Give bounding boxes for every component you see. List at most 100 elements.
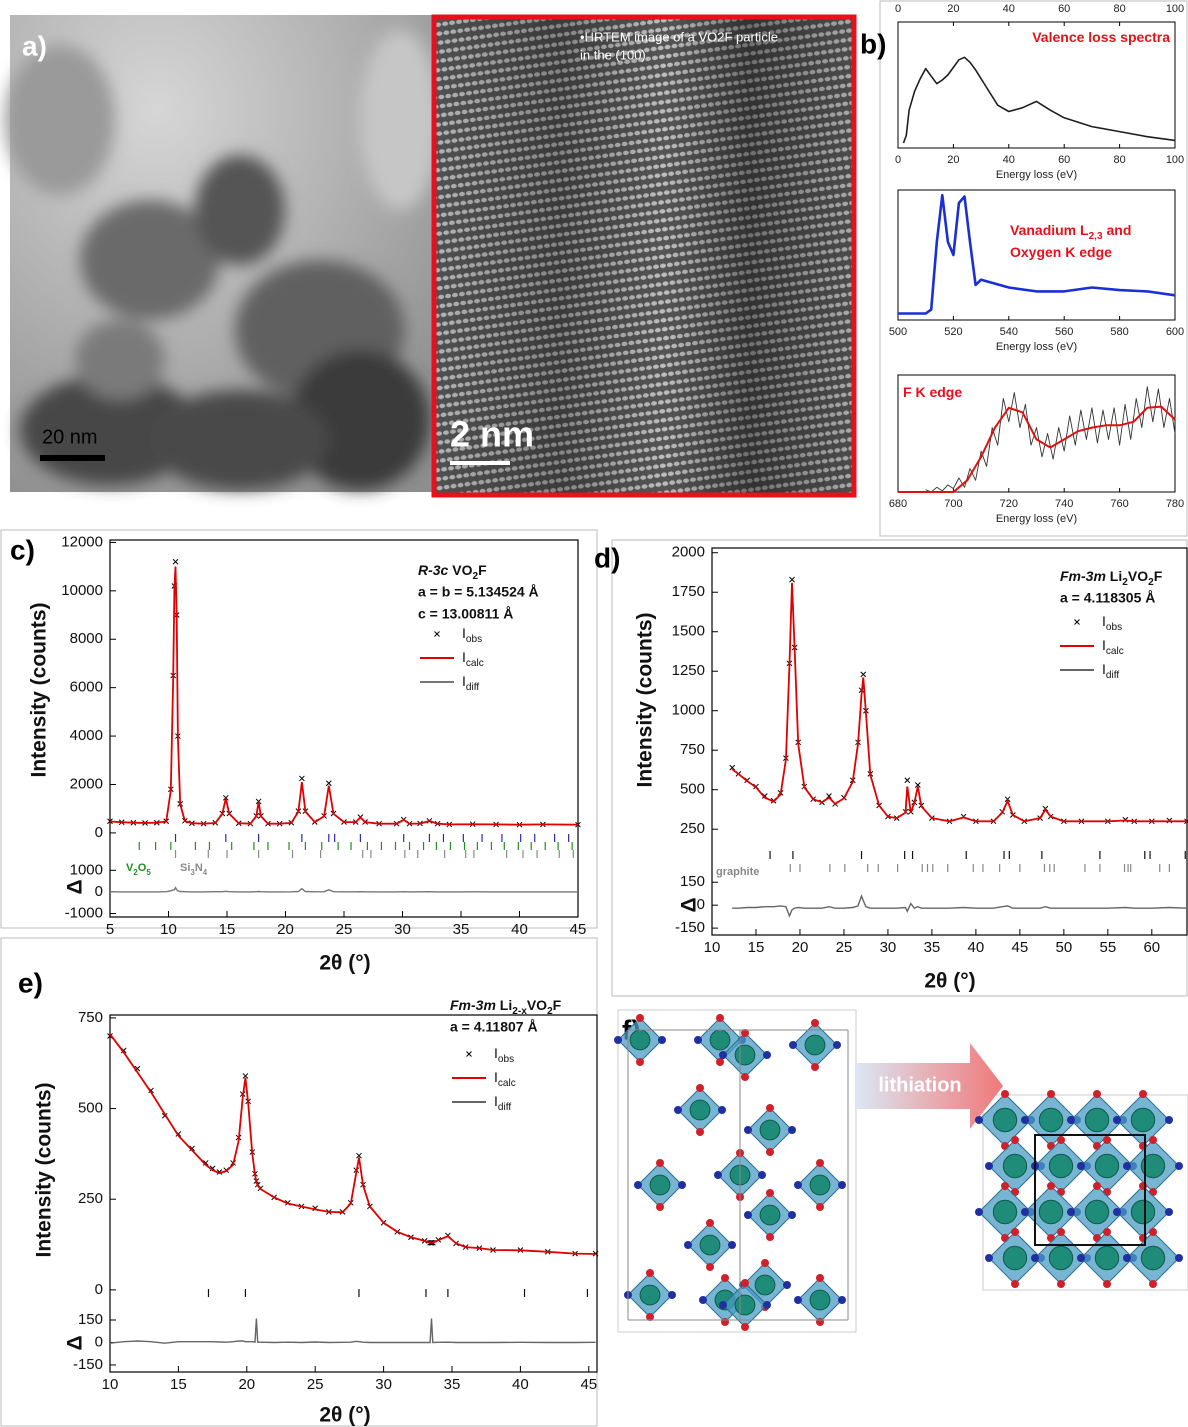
phase-label: Si3N4 xyxy=(180,862,208,877)
anion-atom xyxy=(716,1014,724,1022)
x-tick-label: 540 xyxy=(1000,326,1018,338)
y-tick-label: 250 xyxy=(78,1190,103,1207)
text-part: F K edge xyxy=(903,384,962,400)
lattice-parameter: c = 13.00811 Å xyxy=(418,606,513,622)
anion-atom xyxy=(684,1241,692,1249)
metal-atom xyxy=(993,1108,1016,1131)
anion-atom xyxy=(811,1063,819,1071)
anion-atom xyxy=(1149,1280,1157,1288)
anion-atom xyxy=(985,1254,993,1262)
metal-atom xyxy=(1085,1108,1108,1131)
anion-atom xyxy=(744,1211,752,1219)
anion-atom xyxy=(766,1148,774,1156)
x-tick-label: 780 xyxy=(1166,498,1184,510)
x-tick-label: 20 xyxy=(947,154,959,166)
anion-atom xyxy=(816,1318,824,1326)
x-tick-label: 5 xyxy=(106,921,114,938)
x-tick-label: 30 xyxy=(394,921,411,938)
legend-label: Iobs xyxy=(494,1045,514,1065)
legend-marker xyxy=(435,632,440,637)
anion-atom xyxy=(1103,1280,1111,1288)
metal-atom xyxy=(810,1175,830,1195)
anion-atom xyxy=(1103,1228,1111,1236)
metal-atom xyxy=(710,1030,730,1050)
anion-atom xyxy=(833,1041,841,1049)
metal-atom xyxy=(1141,1246,1164,1269)
x-tick-label: 40 xyxy=(511,921,528,938)
anion-atom xyxy=(678,1181,686,1189)
text-part: 2-x xyxy=(512,1006,527,1017)
y-tick-label: 0 xyxy=(95,824,103,841)
x-axis-label: 2θ (°) xyxy=(319,1404,370,1427)
anion-atom xyxy=(758,1171,766,1179)
anion-atom xyxy=(1123,1254,1131,1262)
text-part: Li xyxy=(496,997,512,1013)
anion-atom xyxy=(788,1211,796,1219)
anion-atom xyxy=(694,1036,702,1044)
anion-atom xyxy=(1139,1090,1147,1098)
anion-atom xyxy=(1057,1280,1065,1288)
anion-atom xyxy=(766,1104,774,1112)
text-part: obs xyxy=(498,1054,514,1065)
legend-marker xyxy=(1075,620,1080,625)
x-tick-label: 10 xyxy=(160,921,177,938)
anion-atom xyxy=(1011,1280,1019,1288)
anion-atom xyxy=(788,1126,796,1134)
anion-atom xyxy=(728,1241,736,1249)
x-axis-label: 2θ (°) xyxy=(924,970,975,993)
text-part: calc xyxy=(466,658,484,669)
anion-atom xyxy=(744,1126,752,1134)
diff-line xyxy=(110,888,578,892)
metal-atom xyxy=(760,1205,780,1225)
anion-atom xyxy=(1149,1228,1157,1236)
obs-marker xyxy=(861,672,866,677)
x-tick-label: 600 xyxy=(1166,326,1184,338)
hrtem-image: •HRTEM image of a VO2F particle in the (… xyxy=(434,17,854,495)
y-tick-label: 6000 xyxy=(70,679,103,696)
y-axis-label: Intensity (counts) xyxy=(28,602,51,777)
metal-atom xyxy=(1049,1246,1072,1269)
anion-atom xyxy=(975,1116,983,1124)
anion-atom xyxy=(646,1269,654,1277)
x-tick-label: 80 xyxy=(1113,3,1125,15)
anion-atom xyxy=(721,1274,729,1282)
x-tick-label: 45 xyxy=(1012,939,1029,956)
anion-atom xyxy=(794,1181,802,1189)
x-tick-label: 40 xyxy=(968,939,985,956)
arrow-label: lithiation xyxy=(878,1074,961,1096)
x-axis-label: Energy loss (eV) xyxy=(996,341,1077,353)
text-part: Si xyxy=(180,862,190,874)
anion-atom xyxy=(1123,1162,1131,1170)
anion-atom xyxy=(719,1051,727,1059)
metal-atom xyxy=(735,1045,755,1065)
text-part: N xyxy=(195,862,203,874)
x-axis-label: Energy loss (eV) xyxy=(996,169,1077,181)
text-part: Oxygen K edge xyxy=(1010,244,1112,260)
y-tick-label: 2000 xyxy=(70,775,103,792)
metal-atom xyxy=(650,1175,670,1195)
anion-atom xyxy=(763,1301,771,1309)
anion-atom xyxy=(1165,1116,1173,1124)
obs-marker xyxy=(905,778,910,783)
legend-label: Iobs xyxy=(1102,613,1122,633)
y-tick-label: 1000 xyxy=(70,861,103,878)
anion-atom xyxy=(656,1159,664,1167)
diff-line xyxy=(110,1319,596,1344)
x-tick-label: 35 xyxy=(444,1376,461,1393)
panel-label: a) xyxy=(22,30,47,61)
panel-label: c) xyxy=(10,534,35,565)
anion-atom xyxy=(816,1203,824,1211)
y-tick-label: 150 xyxy=(78,1311,103,1328)
metal-atom xyxy=(1049,1154,1072,1177)
legend-label: Icalc xyxy=(494,1069,516,1089)
metal-atom xyxy=(1095,1154,1118,1177)
hrtem-caption: in the (100) xyxy=(580,47,646,62)
metal-atom xyxy=(690,1100,710,1120)
anion-atom xyxy=(718,1106,726,1114)
metal-atom xyxy=(1003,1154,1026,1177)
anion-atom xyxy=(838,1181,846,1189)
scale-bar-label: 2 nm xyxy=(450,414,534,455)
panel-label: b) xyxy=(860,28,886,59)
figure: 20 nm a) •HRTEM image of a VO2F particle… xyxy=(0,0,1188,1427)
text-part: Li xyxy=(1106,568,1122,584)
